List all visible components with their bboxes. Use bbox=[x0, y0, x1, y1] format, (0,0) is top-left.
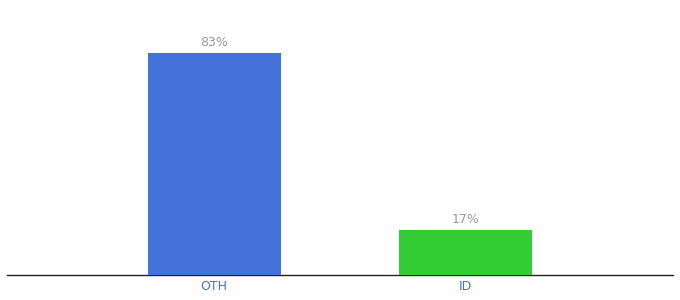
Text: 17%: 17% bbox=[452, 213, 480, 226]
Bar bbox=[148, 52, 281, 275]
Text: 83%: 83% bbox=[200, 35, 228, 49]
Bar bbox=[399, 230, 532, 275]
